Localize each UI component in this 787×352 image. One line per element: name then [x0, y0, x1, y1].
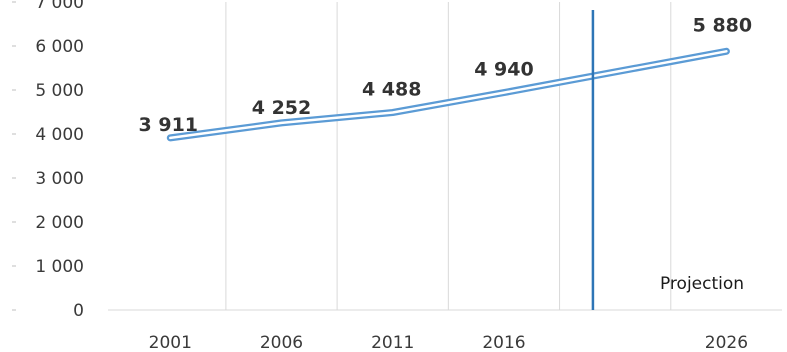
data-label: 4 252 [252, 97, 312, 119]
y-tick-label: 6 000 [35, 37, 84, 57]
data-label: 3 911 [139, 114, 199, 136]
y-tick-label: 5 000 [35, 81, 84, 101]
projection-label: Projection [660, 274, 744, 294]
series-line-inner [169, 50, 728, 140]
series-line [166, 47, 730, 142]
data-label: 5 880 [693, 14, 753, 36]
y-tick-label: 2 000 [35, 213, 84, 233]
x-tick-label: 2011 [371, 333, 414, 352]
y-tick-label: 7 000 [35, 0, 84, 13]
x-axis-tick-labels: 2001 2006 2011 2016 2026 [149, 333, 748, 352]
x-tick-label: 2016 [482, 333, 525, 352]
data-label: 4 940 [474, 59, 534, 81]
y-tick-label: 4 000 [35, 125, 84, 145]
x-tick-label: 2026 [705, 333, 748, 352]
y-tick-label: 3 000 [35, 169, 84, 189]
gridlines [108, 2, 782, 311]
y-tick-label: 0 [73, 301, 84, 321]
data-labels: 3 911 4 252 4 488 4 940 5 880 [139, 14, 753, 136]
y-axis-tick-labels: 0 1 000 2 000 3 000 4 000 5 000 6 000 7 000 [12, 0, 84, 321]
x-tick-label: 2001 [149, 333, 192, 352]
data-label: 4 488 [362, 79, 422, 101]
y-tick-label: 1 000 [35, 257, 84, 277]
x-tick-label: 2006 [260, 333, 303, 352]
